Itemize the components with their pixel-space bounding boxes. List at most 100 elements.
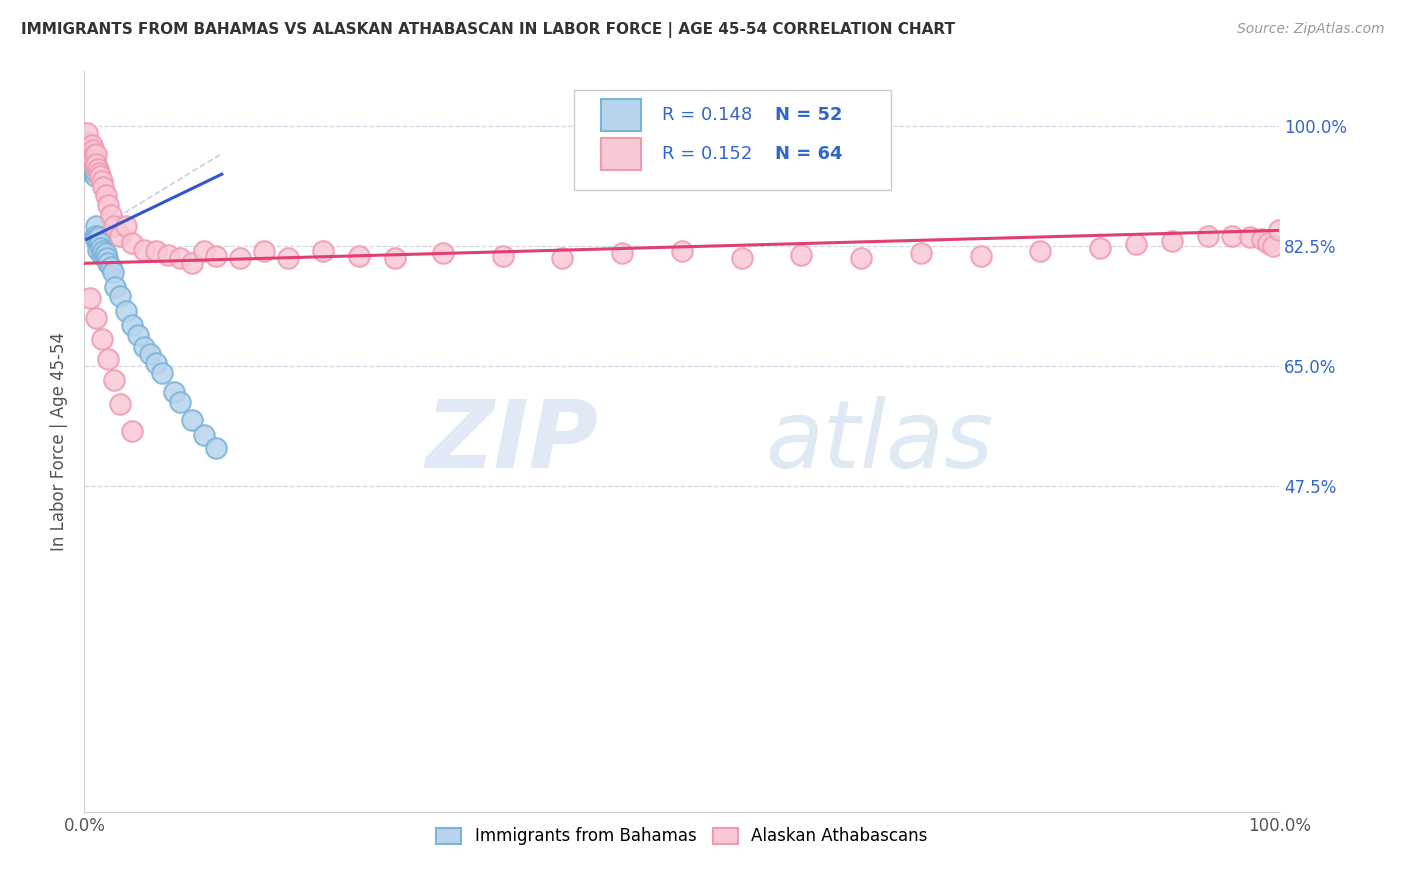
Point <box>132 340 156 354</box>
Point <box>551 251 574 265</box>
Point <box>1029 244 1052 258</box>
Point <box>86 219 108 233</box>
Point <box>97 256 120 270</box>
Point <box>91 332 114 346</box>
Point <box>312 244 335 258</box>
Text: ZIP: ZIP <box>426 395 599 488</box>
Point <box>82 143 104 157</box>
Point <box>80 138 103 153</box>
FancyBboxPatch shape <box>600 137 641 170</box>
Point <box>150 366 173 380</box>
Point <box>83 153 105 168</box>
Point <box>432 246 454 260</box>
Point <box>101 264 124 278</box>
Point <box>110 228 132 243</box>
Point <box>970 250 993 264</box>
Point <box>86 237 108 252</box>
Point <box>110 289 132 303</box>
Point <box>80 161 103 176</box>
Text: N = 52: N = 52 <box>775 106 842 124</box>
Point <box>93 244 115 258</box>
Point <box>86 161 108 176</box>
Text: atlas: atlas <box>766 396 994 487</box>
Point <box>145 356 167 370</box>
Point <box>76 136 98 151</box>
Point <box>612 246 634 260</box>
Point <box>169 251 191 265</box>
Point <box>181 412 204 426</box>
Point <box>84 169 107 183</box>
Point <box>100 260 122 274</box>
Point <box>277 251 299 265</box>
Point <box>1125 237 1147 252</box>
Point <box>80 152 103 166</box>
Point <box>910 246 932 260</box>
Point <box>169 394 191 409</box>
Point <box>79 159 101 173</box>
Point <box>157 248 180 262</box>
Point <box>76 126 98 140</box>
Point <box>84 228 107 243</box>
Point <box>82 159 104 173</box>
Point <box>115 219 138 233</box>
Point <box>163 385 186 400</box>
Y-axis label: In Labor Force | Age 45-54: In Labor Force | Age 45-54 <box>49 332 67 551</box>
FancyBboxPatch shape <box>575 90 891 190</box>
Point <box>132 243 156 257</box>
Point <box>91 248 114 262</box>
Point <box>851 251 873 265</box>
Point <box>83 161 105 175</box>
Point <box>492 250 515 264</box>
Point <box>139 347 162 361</box>
Point <box>181 256 204 270</box>
Point <box>79 291 101 305</box>
Point <box>121 424 143 438</box>
Point <box>1263 239 1285 253</box>
Point <box>79 143 101 157</box>
Text: R = 0.152: R = 0.152 <box>662 145 752 163</box>
Point <box>77 146 100 161</box>
Point <box>103 219 125 233</box>
Point <box>77 157 100 171</box>
Point <box>1090 241 1112 255</box>
Point <box>91 174 114 188</box>
Point <box>77 146 100 161</box>
Point <box>731 251 754 265</box>
Point <box>193 427 215 442</box>
Point <box>82 163 104 178</box>
FancyBboxPatch shape <box>600 99 641 131</box>
Point <box>89 235 111 250</box>
Text: R = 0.148: R = 0.148 <box>662 106 752 124</box>
Text: IMMIGRANTS FROM BAHAMAS VS ALASKAN ATHABASCAN IN LABOR FORCE | AGE 45-54 CORRELA: IMMIGRANTS FROM BAHAMAS VS ALASKAN ATHAB… <box>21 22 955 38</box>
Point <box>83 148 105 162</box>
Point <box>94 246 117 260</box>
Point <box>1220 228 1243 243</box>
Point <box>127 328 149 343</box>
Point <box>1239 230 1261 244</box>
Point <box>87 230 110 244</box>
Point <box>86 157 108 171</box>
Point <box>193 244 215 258</box>
Point <box>97 198 120 212</box>
Point <box>87 166 110 180</box>
Point <box>77 150 100 164</box>
Point <box>86 311 108 326</box>
Point <box>82 153 104 168</box>
Point <box>96 251 118 265</box>
Point <box>115 304 138 318</box>
Point <box>384 251 406 265</box>
Point <box>1250 232 1272 246</box>
Point <box>84 163 107 178</box>
Point <box>86 232 108 246</box>
Point <box>1257 235 1279 250</box>
Point <box>83 166 105 180</box>
Point <box>790 248 813 262</box>
Point <box>86 146 108 161</box>
Point <box>1197 228 1219 243</box>
Point <box>205 250 228 264</box>
Point <box>77 140 100 154</box>
Point <box>349 250 371 264</box>
Legend: Immigrants from Bahamas, Alaskan Athabascans: Immigrants from Bahamas, Alaskan Athabas… <box>426 817 938 855</box>
Point <box>103 373 125 387</box>
Point <box>110 397 132 411</box>
